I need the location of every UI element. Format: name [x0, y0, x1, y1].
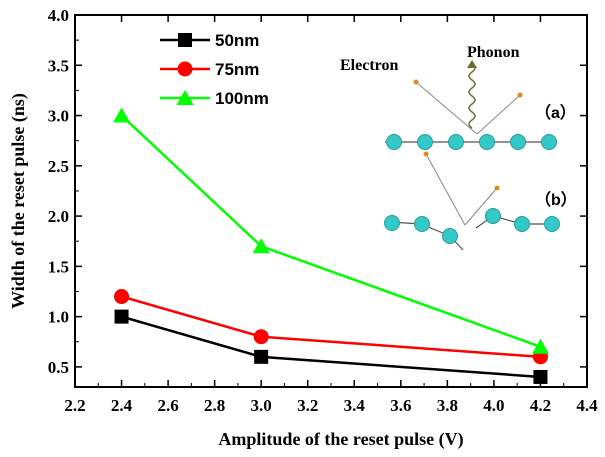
x-tick-label: 4.4: [576, 396, 598, 415]
inset-tag-a: （a）: [535, 104, 576, 122]
y-tick-label: 3.5: [48, 56, 69, 75]
x-tick-label: 3.2: [297, 396, 318, 415]
legend: 50nm 75nm 100nm: [160, 31, 269, 108]
inset-phonon-arrow: [467, 60, 477, 68]
y-tick-label: 4.0: [48, 6, 69, 25]
series-50nm: [114, 309, 548, 384]
y-tick-label: 2.0: [48, 207, 69, 226]
x-tick-label: 2.8: [204, 396, 225, 415]
inset-electron-path-b-in: [425, 153, 466, 226]
inset-atom: [541, 134, 557, 150]
inset-atom: [510, 134, 526, 150]
inset-atom: [442, 228, 458, 244]
legend-entry-75nm: 75nm: [160, 60, 259, 79]
inset-atom: [485, 208, 501, 224]
x-tick-label: 3.6: [390, 396, 411, 415]
inset-electron-b-start: [423, 151, 429, 157]
inset-electron-a-end: [517, 92, 523, 98]
data-point: [252, 238, 270, 254]
inset-electron-path-a-out: [476, 94, 521, 135]
data-point: [531, 338, 549, 354]
data-point: [113, 107, 131, 123]
inset-electron-path-b-out: [464, 187, 498, 226]
x-tick-label: 3.0: [251, 396, 272, 415]
legend-marker: [177, 61, 193, 77]
inset-chain-b-bond-right: [475, 215, 554, 229]
legend-entry-50nm: 50nm: [160, 31, 259, 50]
inset-chain-a-atoms: [386, 134, 557, 150]
inset-atom: [448, 134, 464, 150]
inset-electron-b-end: [494, 185, 500, 191]
x-tick-label: 4.0: [483, 396, 504, 415]
inset-tag-b: （b）: [535, 191, 577, 209]
y-tick-label: 3.0: [48, 107, 69, 126]
legend-entry-100nm: 100nm: [160, 89, 269, 108]
x-tick-label: 3.8: [437, 396, 458, 415]
data-point: [114, 289, 130, 305]
x-tick-label: 2.4: [111, 396, 133, 415]
series-line: [121, 315, 541, 379]
inset-atom: [414, 216, 430, 232]
inset-phonon-wave: [468, 63, 476, 129]
data-point: [254, 349, 269, 364]
inset-electron-label: Electron: [340, 57, 398, 74]
data-point: [253, 329, 269, 345]
y-tick-label: 1.5: [48, 257, 69, 276]
x-tick-label: 4.2: [530, 396, 551, 415]
legend-label: 50nm: [215, 31, 259, 50]
inset-electron-path-a-in: [415, 81, 478, 135]
inset-chain-b-bond-left: [389, 221, 464, 251]
inset-schematic: Electron Phonon （a） （b）: [340, 44, 577, 251]
inset-atom: [544, 216, 560, 232]
x-tick-label: 2.2: [64, 396, 85, 415]
legend-label: 75nm: [215, 60, 259, 79]
inset-atom: [384, 215, 400, 231]
y-tick-label: 2.5: [48, 157, 69, 176]
inset-electron-a-start: [413, 79, 419, 85]
y-tick-label: 0.5: [48, 358, 69, 377]
inset-atom: [417, 134, 433, 150]
x-axis-title: Amplitude of the reset pulse (V): [218, 429, 463, 450]
inset-phonon-label: Phonon: [467, 44, 520, 61]
legend-marker: [178, 33, 192, 47]
x-tick-label: 2.6: [157, 396, 178, 415]
x-tick-label: 3.4: [344, 396, 366, 415]
y-tick-label: 1.0: [48, 308, 69, 327]
y-axis-title: Width of the reset pulse (ns): [8, 93, 29, 309]
inset-atom: [479, 134, 495, 150]
axes: 2.2 2.4 2.6 2.8 3.0 3.2 3.4 3.6 3.8 4.0 4.2 4.4 0.5 1…: [8, 6, 598, 450]
inset-atom: [386, 134, 402, 150]
data-point: [533, 369, 548, 384]
data-point: [114, 309, 129, 324]
series-line: [121, 295, 541, 359]
legend-marker: [176, 90, 194, 105]
plot-area: [113, 107, 549, 384]
legend-label: 100nm: [215, 89, 269, 108]
plot-frame: [74, 14, 588, 388]
inset-atom: [514, 216, 530, 232]
series-line: [120, 114, 541, 348]
series-100nm: [113, 107, 549, 354]
inset-chain-b-atoms: [384, 208, 560, 244]
